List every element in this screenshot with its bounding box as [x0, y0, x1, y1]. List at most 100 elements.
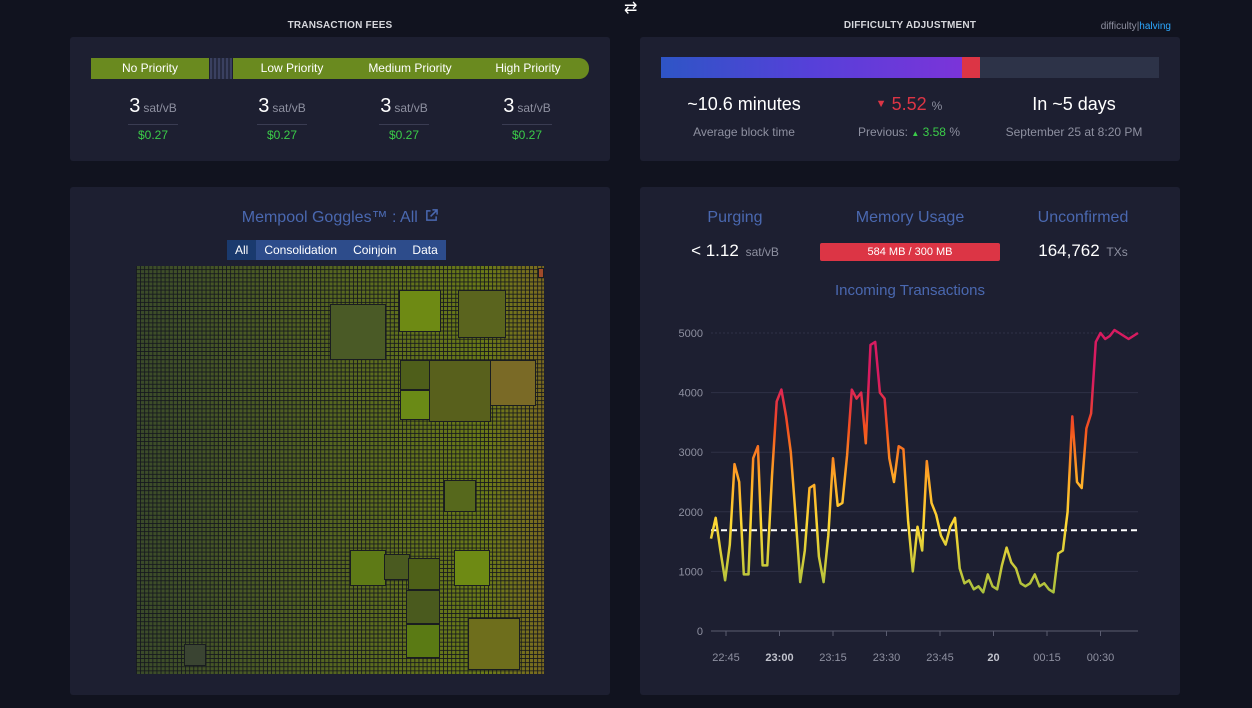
tx-block[interactable]	[408, 558, 440, 590]
goggles-filter-tabs: All Consolidation Coinjoin Data	[227, 240, 446, 260]
previous-label: Previous:	[857, 125, 909, 139]
tx-block[interactable]	[400, 390, 430, 420]
tx-block[interactable]	[350, 550, 386, 586]
difficulty-halving-toggle[interactable]: difficulty|halving	[1101, 21, 1171, 32]
tx-block[interactable]	[444, 480, 476, 512]
fee-seg-high-priority: High Priority	[495, 61, 561, 75]
tx-block[interactable]	[406, 590, 440, 624]
previous-unit: %	[949, 125, 960, 139]
y-tick-label: 2000	[679, 507, 703, 519]
fee-column-medium-priority: 3 sat/vB $0.27	[349, 95, 459, 144]
external-link-icon[interactable]	[425, 209, 439, 222]
fee-column-high-priority: 3 sat/vB $0.27	[472, 95, 582, 144]
x-tick-label: 00:15	[1033, 652, 1061, 664]
y-tick-label: 4000	[679, 388, 703, 400]
y-tick-label: 3000	[679, 447, 703, 459]
difficulty-progress-bar	[661, 57, 1159, 78]
y-tick-label: 5000	[679, 328, 703, 340]
eta-value: In ~5 days	[1032, 94, 1116, 114]
x-tick-label: 23:00	[765, 652, 793, 664]
fee-sat-unit: sat/vB	[394, 101, 428, 115]
fee-usd-value: $0.27	[502, 124, 552, 142]
tx-block[interactable]	[184, 644, 206, 666]
x-tick-label: 23:30	[873, 652, 901, 664]
tx-block[interactable]	[399, 290, 441, 332]
y-tick-label: 1000	[679, 566, 703, 578]
x-tick-label: 23:15	[819, 652, 847, 664]
difficulty-progress-fill	[661, 57, 962, 78]
fee-usd-value: $0.27	[257, 124, 307, 142]
incoming-transactions-chart[interactable]: 0 1000 2000 3000 4000 5000 22:45 23:00 23:15 23:…	[640, 307, 1180, 707]
fee-sat-value: 3	[503, 95, 515, 117]
difficulty-change-fill	[962, 57, 980, 78]
x-tick-label: 20	[987, 652, 999, 664]
previous-value: 3.58	[922, 125, 946, 139]
fee-sat-unit: sat/vB	[143, 101, 177, 115]
incoming-transactions-title: Incoming Transactions	[834, 282, 986, 299]
tab-consolidation[interactable]: Consolidation	[256, 240, 346, 260]
toggle-separator: |	[1136, 21, 1140, 32]
toggle-halving[interactable]: halving	[1139, 21, 1171, 32]
fee-sat-unit: sat/vB	[272, 101, 306, 115]
tab-data[interactable]: Data	[404, 240, 446, 260]
caret-up-icon: ▲	[911, 129, 920, 138]
purging-label: Purging	[707, 209, 763, 226]
unconfirmed-number: 164,762	[1038, 241, 1100, 260]
unconfirmed-value: 164,762 TXs	[998, 241, 1168, 261]
tx-block[interactable]	[406, 624, 440, 658]
fees-card: No Priority Low Priority Medium Priority…	[70, 37, 610, 161]
fee-sat-value: 3	[129, 95, 141, 117]
unconfirmed-label: Unconfirmed	[1037, 209, 1129, 226]
difficulty-card: ~10.6 minutes Average block time ▼ 5.52 …	[640, 37, 1180, 161]
fee-seg-medium-priority: Medium Priority	[368, 61, 452, 75]
swap-icon[interactable]: ⇄	[624, 0, 638, 17]
tx-block[interactable]	[490, 360, 536, 406]
tx-block[interactable]	[384, 554, 410, 580]
block-time-label: Average block time	[693, 125, 795, 139]
tx-block[interactable]	[454, 550, 490, 586]
tx-block[interactable]	[400, 360, 430, 390]
incoming-tx-line[interactable]	[709, 328, 1139, 594]
fee-seg-low-priority: Low Priority	[260, 61, 324, 75]
difficulty-eta: In ~5 days September 25 at 8:20 PM	[989, 94, 1159, 139]
fee-sat-unit: sat/vB	[517, 101, 551, 115]
tab-coinjoin[interactable]: Coinjoin	[345, 240, 405, 260]
difficulty-section-title: DIFFICULTY ADJUSTMENT	[843, 20, 977, 31]
tab-all[interactable]: All	[227, 240, 257, 260]
x-tick-label: 00:30	[1087, 652, 1115, 664]
tx-block[interactable]	[458, 290, 506, 338]
toggle-difficulty[interactable]: difficulty	[1100, 21, 1137, 32]
fee-priority-bar: No Priority Low Priority Medium Priority…	[91, 58, 589, 79]
fees-section-title: TRANSACTION FEES	[287, 20, 393, 31]
average-block-time: ~10.6 minutes Average block time	[659, 94, 829, 139]
mempool-block-treemap[interactable]	[136, 266, 544, 674]
mempool-stats-card: Purging Memory Usage Unconfirmed < 1.12 …	[640, 187, 1180, 695]
tx-block[interactable]	[468, 618, 520, 670]
tx-block[interactable]	[429, 360, 491, 422]
x-tick-label: 22:45	[712, 652, 740, 664]
fee-seg-gap	[210, 58, 232, 79]
goggles-title-text[interactable]: Mempool Goggles™ : All	[241, 209, 418, 226]
purging-value: < 1.12 sat/vB	[650, 241, 820, 261]
x-tick-label: 23:45	[926, 652, 954, 664]
fee-seg-no-priority: No Priority	[91, 58, 209, 79]
tx-block[interactable]	[538, 268, 544, 278]
y-tick-label: 0	[697, 626, 703, 638]
unconfirmed-unit: TXs	[1106, 245, 1128, 259]
memory-usage-label: Memory Usage	[855, 209, 965, 226]
purging-unit: sat/vB	[745, 245, 779, 259]
fee-usd-value: $0.27	[379, 124, 429, 142]
purging-number: < 1.12	[691, 241, 739, 260]
fee-seg-priority-range	[233, 58, 589, 79]
fee-sat-value: 3	[258, 95, 270, 117]
fee-usd-value: $0.27	[128, 124, 178, 142]
eta-date: September 25 at 8:20 PM	[1005, 125, 1143, 139]
goggles-card: Mempool Goggles™ : All All Consolidation…	[70, 187, 610, 695]
change-value: 5.52	[891, 94, 927, 114]
goggles-title[interactable]: Mempool Goggles™ : All	[70, 209, 610, 227]
fee-sat-value: 3	[380, 95, 392, 117]
memory-usage-bar: 584 MB / 300 MB	[820, 243, 1000, 261]
fee-column-no-priority: 3 sat/vB $0.27	[98, 95, 208, 144]
tx-block[interactable]	[330, 304, 386, 360]
fee-column-low-priority: 3 sat/vB $0.27	[227, 95, 337, 144]
